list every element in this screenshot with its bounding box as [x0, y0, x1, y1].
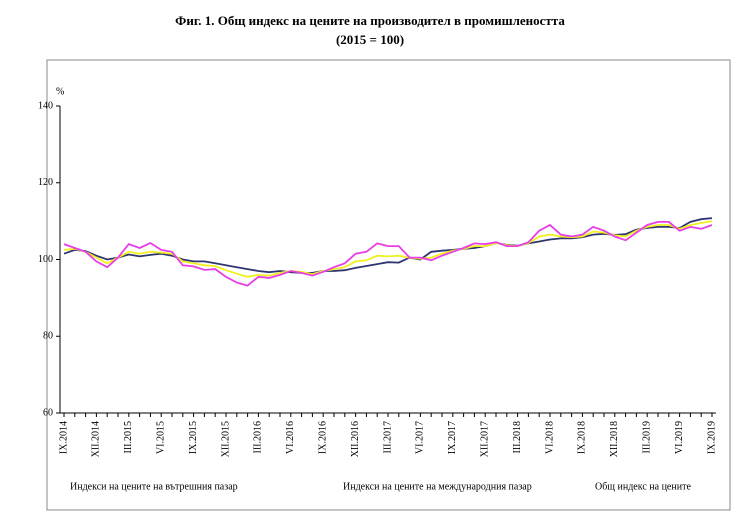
y-tick-label: 100	[38, 254, 53, 265]
y-tick-label: 60	[43, 407, 53, 418]
x-tick-label: IX.2017	[447, 421, 458, 454]
legend-label: Общ индекс на цените	[595, 481, 691, 492]
series-line	[63, 217, 713, 274]
x-tick-label: IX.2018	[577, 421, 588, 454]
y-axis-label: %	[56, 86, 64, 97]
x-tick-label: VI.2015	[155, 421, 166, 454]
x-tick-label: VI.2019	[674, 421, 685, 454]
x-tick-label: III.2015	[123, 421, 134, 454]
chart-title: Фиг. 1. Общ индекс на цените на производ…	[175, 13, 565, 28]
x-tick-label: III.2016	[253, 421, 264, 454]
series-line	[63, 221, 713, 287]
x-tick-label: XII.2017	[479, 421, 490, 457]
x-tick-label: VI.2016	[285, 421, 296, 454]
x-tick-label: IX.2014	[58, 421, 69, 454]
y-tick-label: 120	[38, 177, 53, 188]
x-tick-label: VI.2018	[544, 421, 555, 454]
x-tick-label: IX.2019	[706, 421, 717, 454]
x-tick-label: VI.2017	[415, 421, 426, 454]
series-line	[63, 220, 713, 278]
legend-label: Индекси на цените на вътрешния пазар	[70, 481, 238, 492]
x-tick-label: XII.2016	[350, 421, 361, 457]
x-tick-label: III.2019	[641, 421, 652, 454]
chart-frame	[46, 59, 731, 511]
x-tick-label: IX.2016	[317, 421, 328, 454]
x-tick-label: XII.2018	[609, 421, 620, 457]
x-tick-label: XII.2014	[91, 421, 102, 457]
y-tick-label: 140	[38, 100, 53, 111]
chart-subtitle: (2015 = 100)	[336, 32, 404, 47]
x-tick-label: III.2018	[512, 421, 523, 454]
x-tick-label: XII.2015	[220, 421, 231, 457]
legend-label: Индекси на цените на международния пазар	[343, 481, 532, 492]
x-tick-label: III.2017	[382, 421, 393, 454]
x-tick-label: IX.2015	[188, 421, 199, 454]
y-tick-label: 80	[43, 331, 53, 342]
